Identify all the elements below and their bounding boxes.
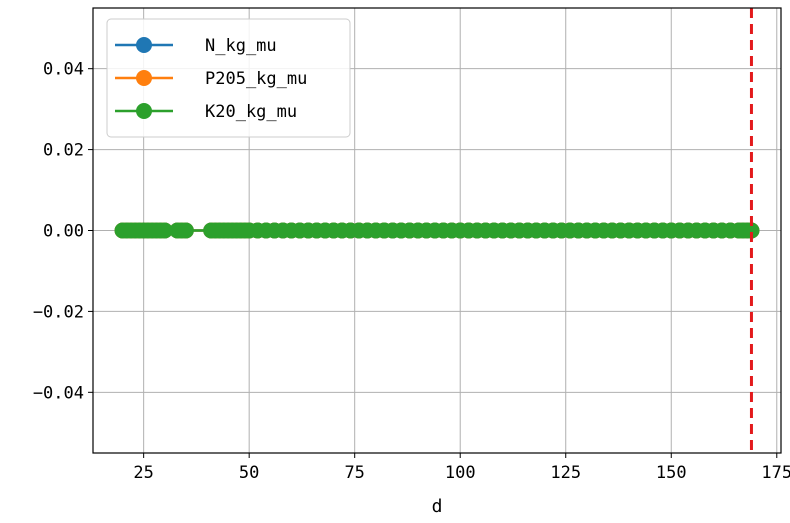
legend: N_kg_mu P205_kg_mu K20_kg_mu [106,18,351,138]
legend-label: N_kg_mu [205,36,277,56]
y-tick-label: 0.02 [43,141,84,161]
legend-marker [136,70,152,86]
x-tick-label: 175 [761,463,790,483]
x-tick-label: 125 [550,463,581,483]
legend-label: P205_kg_mu [205,69,307,89]
series-layer [114,222,760,239]
x-axis-label: d [432,496,443,517]
x-tick-label: 75 [344,463,364,483]
legend-box [106,18,351,138]
x-tick-label: 100 [445,463,476,483]
x-tick-label: 25 [133,463,153,483]
x-tick-label: 50 [239,463,259,483]
x-tick-label: 150 [656,463,687,483]
y-tick-label: −0.04 [33,383,84,403]
y-tick-label: −0.02 [33,302,84,322]
legend-marker [136,37,152,53]
data-point [743,222,760,239]
y-tick-label: 0.04 [43,60,84,80]
legend-label: K20_kg_mu [205,102,297,122]
series-K20_kg_mu [114,222,760,239]
data-point [156,222,173,239]
ticks: 25 50 75 100 125 150 175 −0.04 −0.02 0.00 0.02 0.04 [33,60,790,483]
y-tick-label: 0.00 [43,222,84,242]
data-point [177,222,194,239]
legend-marker [136,103,152,119]
